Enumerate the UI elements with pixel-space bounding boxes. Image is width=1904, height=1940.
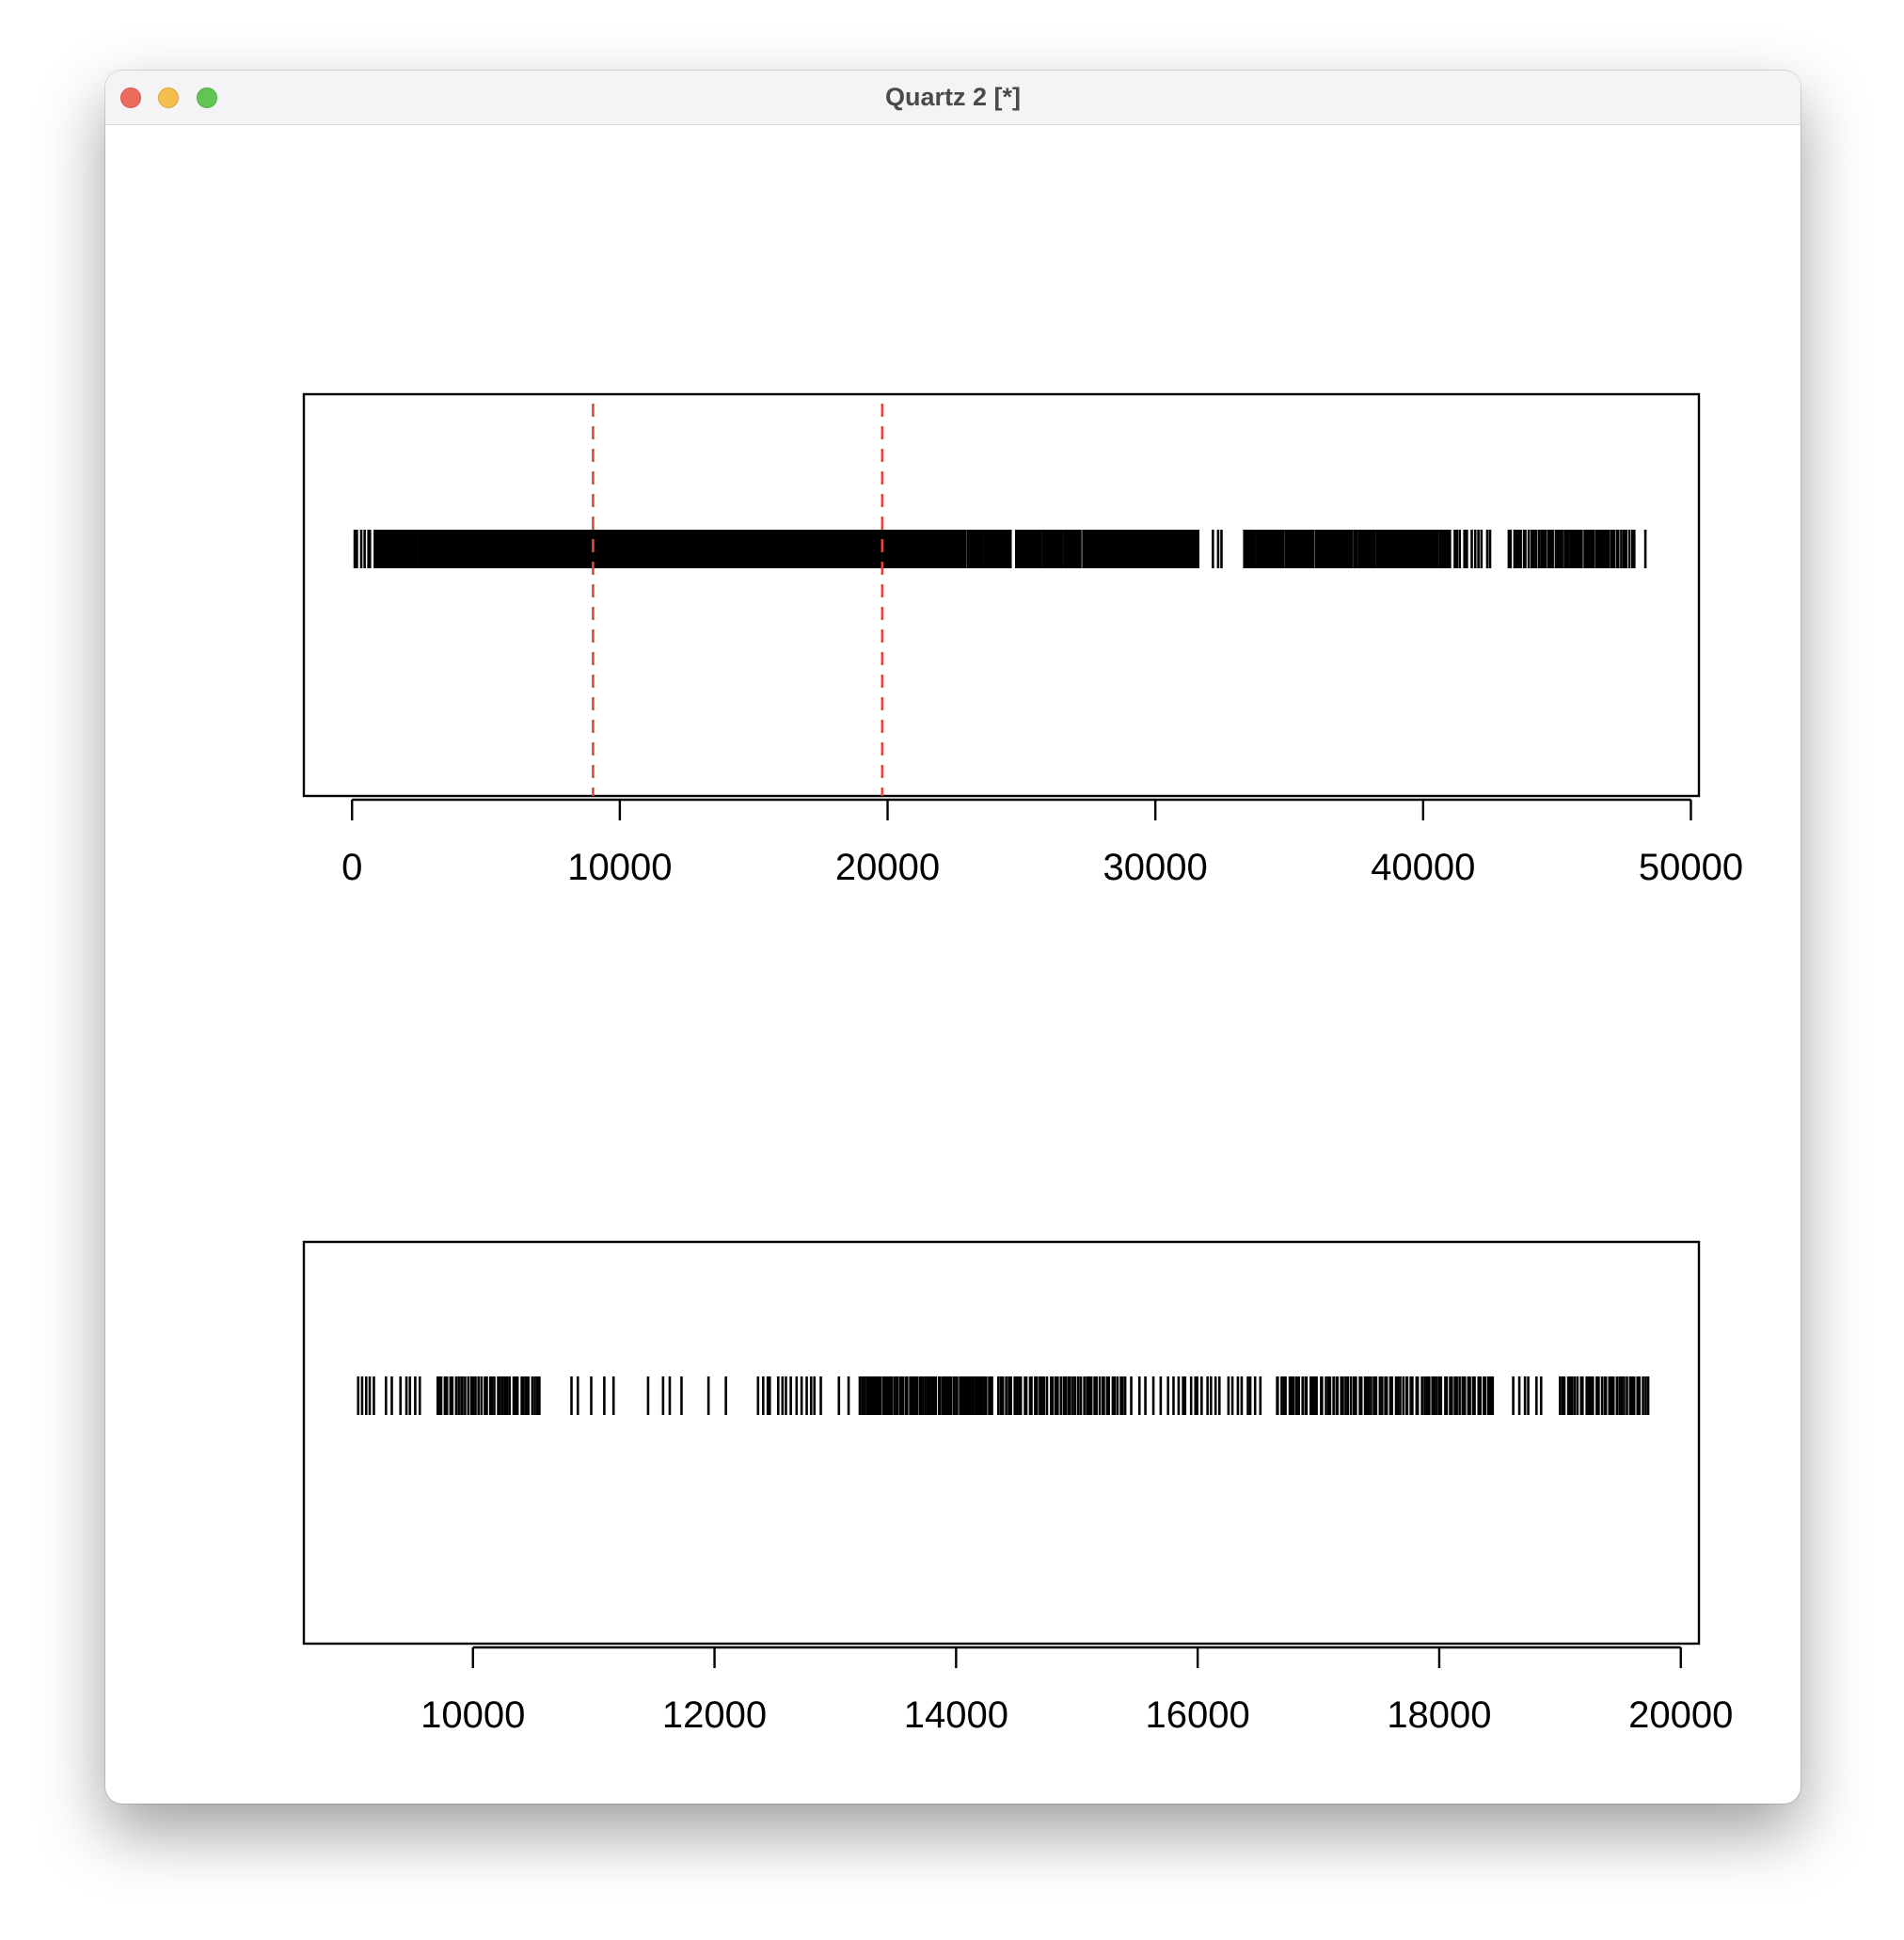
zoom-button[interactable] (197, 87, 217, 108)
tick-label: 50000 (1639, 847, 1743, 888)
top-x-axis: 0 10000 20000 30000 40000 50000 (341, 798, 1743, 888)
tick-label: 10000 (567, 847, 672, 888)
top-rug-marks (353, 530, 1647, 568)
bottom-plot-frame (302, 1240, 1701, 1646)
title-bar[interactable]: Quartz 2 [*] (105, 71, 1801, 125)
minimize-button[interactable] (158, 87, 179, 108)
rug-plots: 0 10000 20000 30000 40000 50000 10000 12000 140… (302, 392, 1743, 1736)
close-button[interactable] (120, 87, 141, 108)
tick-label: 16000 (1146, 1694, 1250, 1736)
tick-label: 0 (341, 847, 362, 888)
quartz-window: Quartz 2 [*] 0 10000 20000 30000 40000 50000 … (105, 71, 1801, 1804)
top-vertical-lines (592, 404, 884, 796)
tick-label: 40000 (1371, 847, 1475, 888)
tick-label: 10000 (420, 1694, 525, 1736)
tick-label: 20000 (835, 847, 940, 888)
bottom-rug-marks (357, 1376, 1650, 1415)
plot-area: 0 10000 20000 30000 40000 50000 10000 12000 140… (105, 125, 1801, 1804)
bottom-x-axis: 10000 12000 14000 16000 18000 20000 (420, 1646, 1733, 1736)
tick-label: 18000 (1387, 1694, 1491, 1736)
tick-label: 12000 (662, 1694, 767, 1736)
tick-label: 20000 (1628, 1694, 1733, 1736)
tick-label: 14000 (904, 1694, 1008, 1736)
window-title: Quartz 2 [*] (884, 83, 1022, 111)
top-plot-frame (302, 392, 1701, 798)
tick-label: 30000 (1103, 847, 1208, 888)
